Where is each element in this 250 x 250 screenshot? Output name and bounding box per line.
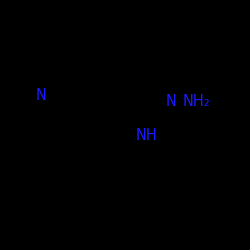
Text: N: N bbox=[36, 88, 47, 103]
Text: NH₂: NH₂ bbox=[182, 94, 210, 109]
Text: N: N bbox=[166, 94, 177, 109]
Text: NH: NH bbox=[136, 128, 157, 142]
